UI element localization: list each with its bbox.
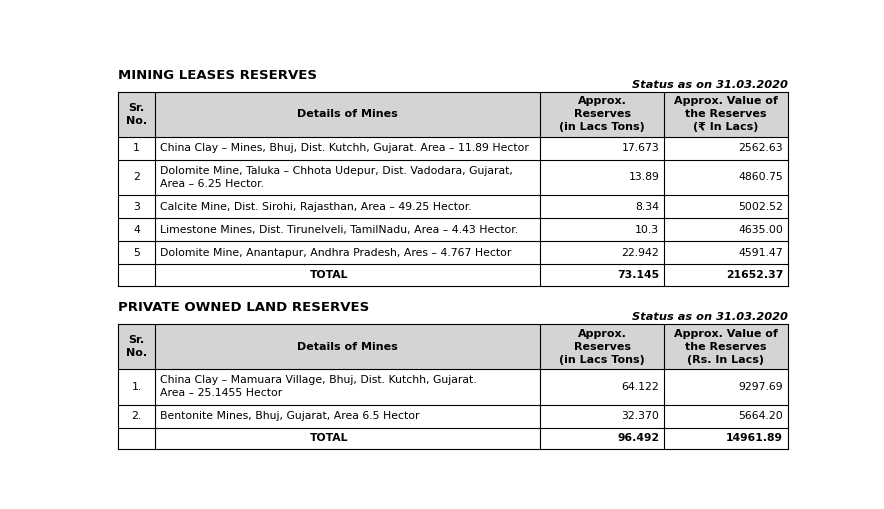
Text: 4: 4	[133, 224, 140, 235]
Text: 2562.63: 2562.63	[738, 143, 783, 153]
Text: TOTAL: TOTAL	[310, 433, 348, 443]
Text: 1.: 1.	[132, 382, 141, 392]
Bar	[118, 324, 788, 369]
Text: Limestone Mines, Dist. Tirunelveli, TamilNadu, Area – 4.43 Hector.: Limestone Mines, Dist. Tirunelveli, Tami…	[160, 224, 518, 235]
Text: 96.492: 96.492	[617, 433, 659, 443]
Text: 4635.00: 4635.00	[738, 224, 783, 235]
Text: 8.34: 8.34	[636, 202, 659, 212]
Text: 17.673: 17.673	[621, 143, 659, 153]
Text: 4591.47: 4591.47	[738, 248, 783, 258]
Text: 14961.89: 14961.89	[726, 433, 783, 443]
Text: 2.: 2.	[132, 411, 141, 421]
Text: Sr.
No.: Sr. No.	[126, 103, 148, 126]
Text: Approx.
Reserves
(in Lacs Tons): Approx. Reserves (in Lacs Tons)	[560, 96, 645, 132]
Text: Approx. Value of
the Reserves
(Rs. In Lacs): Approx. Value of the Reserves (Rs. In La…	[674, 328, 778, 365]
Bar	[118, 428, 788, 449]
Bar	[118, 241, 788, 264]
Text: Details of Mines: Details of Mines	[297, 109, 398, 119]
Text: 1: 1	[133, 143, 140, 153]
Text: 73.145: 73.145	[617, 270, 659, 280]
Text: Calcite Mine, Dist. Sirohi, Rajasthan, Area – 49.25 Hector.: Calcite Mine, Dist. Sirohi, Rajasthan, A…	[160, 202, 471, 212]
Text: 5664.20: 5664.20	[738, 411, 783, 421]
Text: 22.942: 22.942	[621, 248, 659, 258]
Text: Approx. Value of
the Reserves
(₹ In Lacs): Approx. Value of the Reserves (₹ In Lacs…	[674, 96, 778, 132]
Text: 32.370: 32.370	[621, 411, 659, 421]
Text: Details of Mines: Details of Mines	[297, 342, 398, 352]
Bar	[118, 264, 788, 286]
Text: Approx.
Reserves
(in Lacs Tons): Approx. Reserves (in Lacs Tons)	[560, 328, 645, 365]
Bar	[118, 136, 788, 160]
Bar	[118, 195, 788, 218]
Text: 4860.75: 4860.75	[738, 173, 783, 182]
Text: 2: 2	[133, 173, 140, 182]
Bar	[118, 218, 788, 241]
Bar	[118, 405, 788, 428]
Text: Dolomite Mine, Taluka – Chhota Udepur, Dist. Vadodara, Gujarat,
Area – 6.25 Hect: Dolomite Mine, Taluka – Chhota Udepur, D…	[160, 166, 513, 189]
Text: MINING LEASES RESERVES: MINING LEASES RESERVES	[118, 69, 317, 82]
Text: 13.89: 13.89	[629, 173, 659, 182]
Text: 21652.37: 21652.37	[726, 270, 783, 280]
Text: 5: 5	[133, 248, 140, 258]
Text: Sr.
No.: Sr. No.	[126, 335, 148, 358]
Bar	[118, 369, 788, 405]
Text: Status as on 31.03.2020: Status as on 31.03.2020	[632, 312, 788, 322]
Bar	[118, 160, 788, 195]
Bar	[118, 92, 788, 136]
Text: TOTAL: TOTAL	[310, 270, 348, 280]
Text: 9297.69: 9297.69	[738, 382, 783, 392]
Text: 3: 3	[133, 202, 140, 212]
Text: China Clay – Mines, Bhuj, Dist. Kutchh, Gujarat. Area – 11.89 Hector: China Clay – Mines, Bhuj, Dist. Kutchh, …	[160, 143, 529, 153]
Text: Bentonite Mines, Bhuj, Gujarat, Area 6.5 Hector: Bentonite Mines, Bhuj, Gujarat, Area 6.5…	[160, 411, 419, 421]
Text: 5002.52: 5002.52	[738, 202, 783, 212]
Text: Status as on 31.03.2020: Status as on 31.03.2020	[632, 79, 788, 90]
Text: Dolomite Mine, Anantapur, Andhra Pradesh, Ares – 4.767 Hector: Dolomite Mine, Anantapur, Andhra Pradesh…	[160, 248, 511, 258]
Text: 64.122: 64.122	[621, 382, 659, 392]
Text: China Clay – Mamuara Village, Bhuj, Dist. Kutchh, Gujarat.
Area – 25.1455 Hector: China Clay – Mamuara Village, Bhuj, Dist…	[160, 375, 476, 399]
Text: 10.3: 10.3	[636, 224, 659, 235]
Text: PRIVATE OWNED LAND RESERVES: PRIVATE OWNED LAND RESERVES	[118, 301, 370, 315]
